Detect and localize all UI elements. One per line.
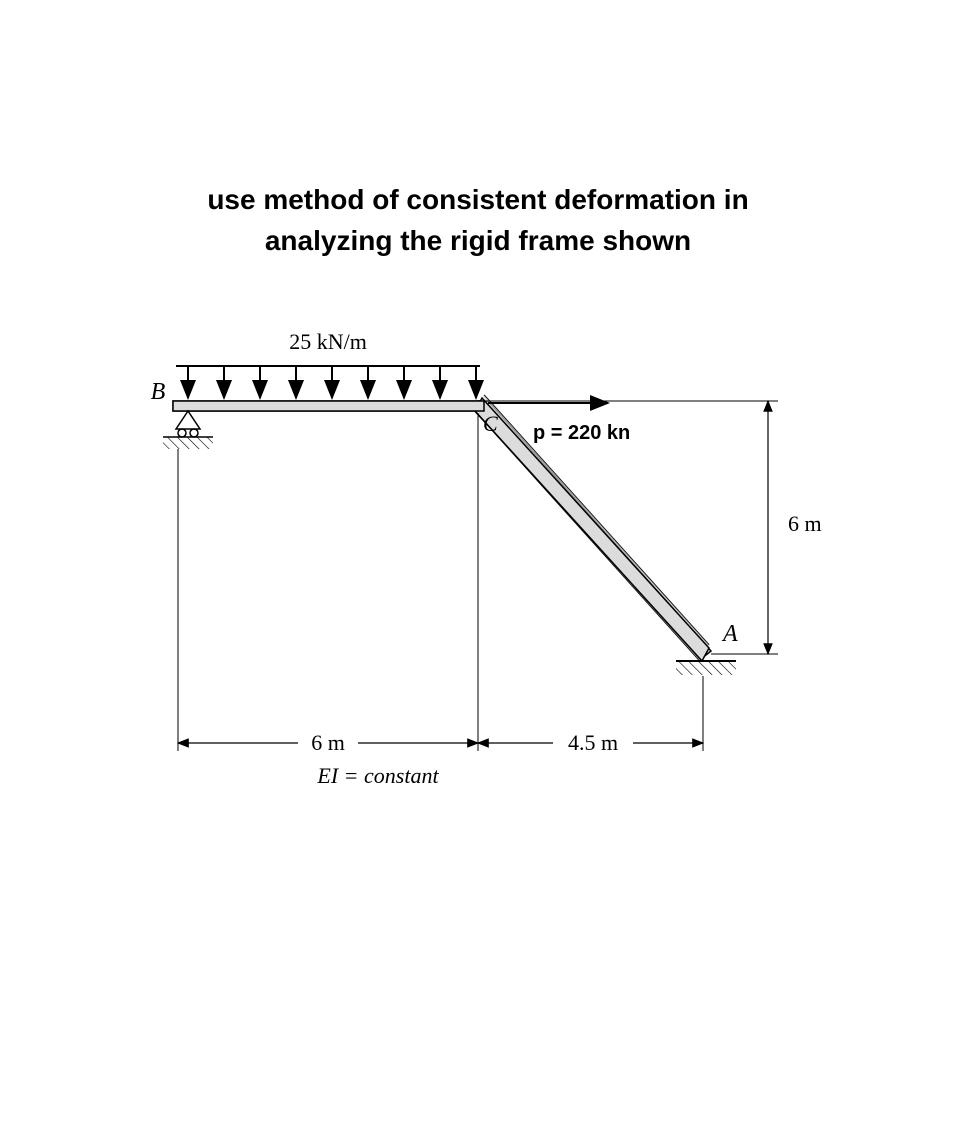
dim-height-6m: 6 m <box>768 401 822 654</box>
support-A-fixed <box>676 661 736 675</box>
frame-diagram: 25 kN/m B C A p = 220 kn <box>128 301 828 821</box>
title-line-2: analyzing the rigid frame shown <box>265 225 691 256</box>
problem-title: use method of consistent deformation in … <box>0 180 956 261</box>
dim-span-4_5m: 4.5 m <box>478 730 703 755</box>
ei-label: EI = constant <box>316 763 439 788</box>
point-C-label: C <box>483 411 498 436</box>
point-A-label: A <box>721 621 738 647</box>
svg-text:6 m: 6 m <box>788 511 822 536</box>
svg-text:4.5 m: 4.5 m <box>568 730 618 755</box>
dist-load-arrows <box>188 366 476 398</box>
point-load-label: p = 220 kn <box>533 422 630 444</box>
dist-load-label: 25 kN/m <box>289 329 367 354</box>
support-B-roller <box>163 411 213 449</box>
member-BC-top <box>173 401 484 411</box>
title-line-1: use method of consistent deformation in <box>207 184 748 215</box>
svg-text:6 m: 6 m <box>311 730 345 755</box>
dim-span-6m: 6 m <box>178 730 478 755</box>
point-B-label: B <box>151 379 166 405</box>
